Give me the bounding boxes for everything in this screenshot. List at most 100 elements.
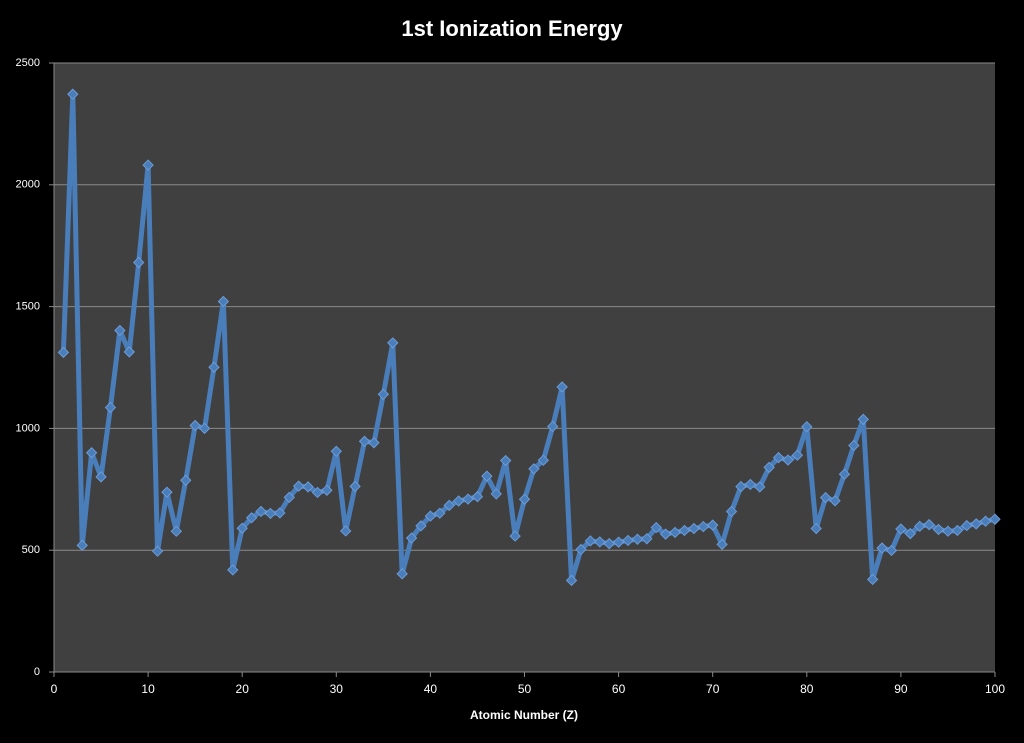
marker (819, 491, 832, 504)
marker (170, 525, 183, 537)
marker (782, 454, 794, 466)
marker (791, 449, 804, 461)
y-tick-label: 2000 (16, 179, 40, 191)
marker (189, 419, 201, 432)
x-tick-label: 100 (985, 682, 1005, 696)
marker (838, 468, 851, 480)
x-tick-label: 0 (51, 682, 58, 696)
marker (349, 480, 361, 493)
marker (565, 574, 578, 587)
marker (405, 532, 418, 544)
marker (132, 256, 145, 269)
marker (622, 534, 634, 547)
marker (499, 454, 512, 467)
marker (151, 545, 164, 557)
marker (594, 536, 606, 548)
marker (255, 505, 267, 518)
marker (725, 505, 738, 518)
marker (857, 413, 869, 426)
marker (95, 471, 107, 483)
marker (584, 535, 597, 547)
marker (76, 539, 88, 552)
marker (509, 530, 521, 542)
marker (104, 401, 117, 414)
marker (876, 542, 888, 554)
marker (556, 381, 568, 393)
marker (443, 499, 455, 512)
marker (396, 568, 408, 580)
marker (198, 422, 211, 435)
marker (942, 525, 954, 537)
marker (227, 564, 239, 576)
marker (424, 510, 437, 522)
marker (932, 523, 945, 536)
marker (641, 533, 653, 545)
y-tick-label: 1000 (16, 422, 40, 434)
marker (377, 388, 390, 401)
marker (866, 573, 879, 586)
marker (763, 461, 775, 474)
marker (368, 437, 380, 449)
marker (659, 528, 672, 540)
marker (989, 513, 1001, 525)
marker (754, 481, 766, 493)
marker (904, 527, 917, 540)
plot-area (54, 63, 995, 672)
x-tick-label: 40 (424, 682, 438, 696)
marker (283, 491, 295, 504)
marker (302, 481, 314, 493)
marker (951, 524, 964, 537)
x-tick-label: 50 (518, 682, 532, 696)
marker (67, 88, 79, 100)
marker (161, 486, 173, 498)
marker (735, 480, 747, 493)
marker (706, 519, 719, 531)
x-tick-label: 60 (612, 682, 626, 696)
marker (612, 536, 625, 548)
marker (340, 525, 352, 537)
marker (142, 159, 154, 171)
marker (923, 518, 935, 531)
marker (123, 346, 135, 358)
marker (387, 337, 399, 349)
marker (321, 484, 333, 496)
marker (575, 543, 587, 556)
marker (208, 361, 220, 373)
series-line (60, 91, 998, 583)
marker (358, 435, 371, 448)
marker (264, 507, 277, 520)
chart-title: 1st Ionization Energy (401, 16, 623, 41)
marker (434, 507, 446, 519)
y-tick-label: 500 (22, 544, 40, 556)
marker (518, 493, 531, 505)
marker (829, 495, 841, 507)
marker (180, 474, 192, 486)
marker (85, 447, 98, 459)
marker (810, 522, 822, 535)
y-tick-label: 1500 (16, 301, 40, 313)
marker (236, 522, 248, 534)
marker (678, 524, 691, 537)
marker (697, 520, 709, 533)
marker (669, 526, 681, 539)
marker (603, 537, 615, 550)
marker (688, 522, 700, 535)
x-tick-label: 20 (236, 682, 250, 696)
marker (885, 544, 898, 557)
marker (895, 523, 907, 535)
marker (471, 490, 484, 503)
marker (848, 439, 860, 452)
marker (547, 420, 559, 433)
marker (650, 521, 662, 534)
marker (716, 538, 728, 551)
marker (292, 480, 305, 492)
x-tick-label: 90 (894, 682, 908, 696)
marker (274, 507, 286, 519)
marker (114, 324, 126, 337)
x-tick-label: 30 (330, 682, 344, 696)
x-axis-title: Atomic Number (Z) (470, 708, 578, 722)
marker (245, 512, 258, 524)
marker (801, 420, 813, 433)
marker (528, 463, 540, 475)
